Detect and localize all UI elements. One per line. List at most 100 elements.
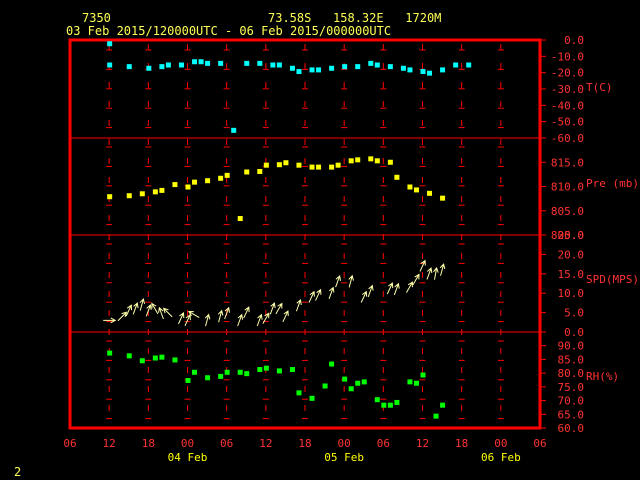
station-id: 7350: [82, 11, 111, 25]
wind-arrow: [393, 282, 400, 296]
humidity-point: [309, 395, 315, 401]
y-tick-label: -20.0: [551, 67, 584, 80]
pressure-point: [394, 174, 400, 180]
temperature-point: [257, 60, 263, 66]
wind-arrow: [243, 306, 250, 319]
wind-arrow: [412, 273, 420, 286]
x-tick-label: 06: [220, 437, 233, 450]
x-tick-label: 18: [142, 437, 155, 450]
wind-arrow: [406, 281, 413, 293]
humidity-point: [394, 399, 400, 405]
humidity-point: [126, 353, 132, 359]
x-tick-label: 12: [259, 437, 272, 450]
station-location: 73.58S 158.32E 1720M: [268, 11, 442, 25]
humidity-point: [433, 413, 439, 419]
humidity-point: [296, 390, 302, 396]
pressure-point: [413, 187, 419, 193]
temperature-point: [107, 62, 113, 68]
wind-arrow: [177, 312, 185, 325]
x-tick-label: 12: [103, 437, 116, 450]
x-tick-label: 00: [494, 437, 507, 450]
y-tick-label: 85.0: [558, 353, 585, 366]
panel-label: T(C): [586, 81, 613, 94]
y-tick-label: -50.0: [551, 116, 584, 129]
temperature-point: [218, 60, 224, 66]
pressure-point: [244, 169, 250, 175]
humidity-point: [407, 379, 413, 385]
temperature-point: [270, 62, 276, 68]
pressure-point: [172, 182, 178, 188]
temperature-point: [192, 59, 198, 65]
temperature-point: [466, 62, 472, 68]
wind-arrow: [103, 317, 117, 324]
humidity-point: [218, 373, 224, 379]
temperature-point: [427, 70, 433, 76]
humidity-point: [387, 402, 393, 408]
pressure-point: [107, 194, 113, 200]
pressure-point: [335, 162, 341, 168]
wind-arrow: [328, 286, 335, 300]
temperature-point: [453, 62, 459, 68]
temperature-point: [316, 67, 322, 73]
humidity-point: [205, 375, 211, 381]
wind-arrow: [217, 309, 224, 323]
y-tick-label: 25.0: [558, 229, 585, 242]
wind-arrow: [184, 313, 191, 327]
temperature-point: [159, 64, 165, 70]
x-date-label: 04 Feb: [168, 451, 208, 464]
y-tick-label: 15.0: [558, 268, 585, 281]
wind-arrow: [275, 302, 283, 315]
wind-arrow: [139, 298, 146, 311]
humidity-point: [185, 378, 191, 383]
wind-arrow: [145, 304, 152, 317]
panel-label: SPD(MPS): [586, 273, 639, 286]
humidity-point: [159, 354, 165, 360]
wind-arrow: [315, 288, 322, 301]
x-tick-label: 06: [63, 437, 76, 450]
temperature-point: [420, 69, 426, 75]
wind-arrow: [367, 284, 374, 298]
y-tick-label: 0.0: [564, 326, 584, 339]
temperature-point: [387, 64, 393, 70]
y-tick-label: 5.0: [564, 307, 584, 320]
page-number: 2: [14, 465, 22, 479]
temperature-point: [374, 62, 380, 68]
humidity-point: [361, 379, 367, 385]
y-tick-label: -30.0: [551, 83, 584, 96]
y-tick-label: 60.0: [558, 422, 585, 435]
wind-arrow: [348, 274, 354, 288]
wind-arrow: [187, 311, 200, 318]
humidity-point: [172, 357, 178, 363]
pressure-point: [309, 164, 315, 170]
humidity-point: [289, 367, 295, 373]
wind-arrow: [158, 306, 164, 320]
temperature-point: [165, 62, 171, 68]
humidity-point: [237, 369, 243, 375]
temperature-point: [205, 60, 211, 66]
pressure-point: [263, 162, 269, 168]
pressure-point: [139, 191, 145, 197]
temperature-point: [329, 65, 335, 71]
pressure-point: [205, 178, 211, 184]
temperature-point: [289, 65, 295, 71]
y-tick-label: 0.0: [564, 34, 584, 47]
wind-arrow: [360, 290, 368, 303]
temperature-point: [368, 60, 374, 66]
temperature-point: [198, 59, 204, 65]
humidity-point: [420, 372, 426, 378]
humidity-point: [381, 402, 387, 408]
temperature-point: [146, 65, 152, 71]
wind-arrow: [386, 282, 394, 295]
pressure-point: [224, 172, 230, 178]
humidity-point: [107, 350, 113, 356]
wind-arrow: [151, 302, 159, 315]
humidity-point: [374, 397, 380, 403]
humidity-point: [192, 369, 198, 375]
humidity-point: [257, 367, 263, 373]
wind-arrow: [256, 313, 263, 327]
y-tick-label: 815.0: [551, 156, 584, 169]
y-tick-label: 70.0: [558, 395, 585, 408]
wind-arrow: [117, 311, 128, 322]
pressure-point: [283, 160, 289, 166]
wind-arrow: [335, 274, 341, 288]
